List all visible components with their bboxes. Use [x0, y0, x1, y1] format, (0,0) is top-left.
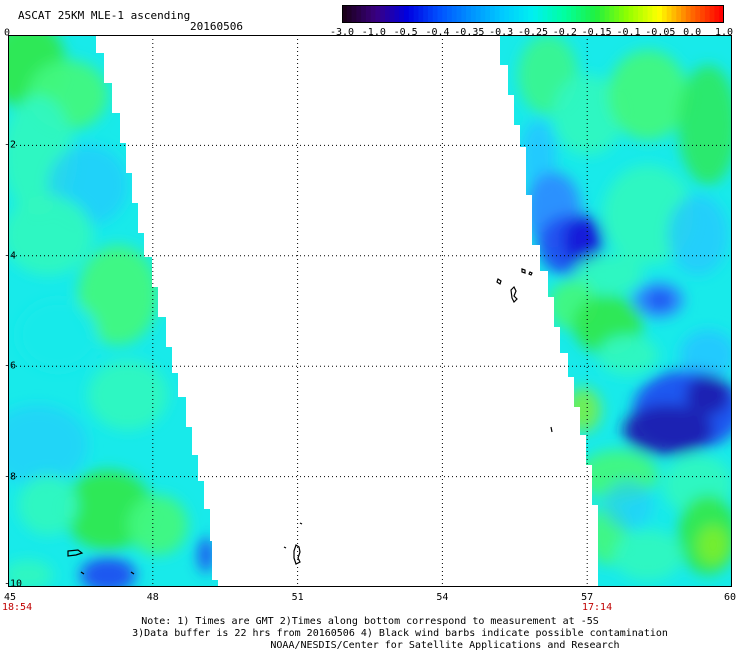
colorbar-label: -1.0: [361, 27, 386, 38]
plot-frame: [8, 35, 732, 587]
x-tick-label: 54: [436, 592, 449, 603]
x-tick-label: 45: [3, 592, 17, 603]
gridlines: [8, 35, 732, 587]
colorbar-label: -0.3: [489, 27, 514, 38]
colorbar-label: -0.05: [645, 27, 676, 38]
y-tick-label: -4: [4, 250, 17, 262]
y-tick-label: -6: [4, 360, 17, 372]
note-line-2: 3)Data buffer is 22 hrs from 20160506 4)…: [132, 628, 668, 639]
colorbar-label: -0.15: [581, 27, 612, 38]
x-tick-label: 60: [723, 592, 737, 603]
x-tick-label: 51: [291, 592, 304, 603]
note-line-3: NOAA/NESDIS/Center for Satellite Applica…: [270, 640, 620, 651]
y-tick-label: -10: [4, 578, 23, 590]
colorbar-label: -0.2: [552, 27, 577, 38]
x-tick-label: 57: [581, 592, 594, 603]
x-tick-label: 48: [146, 592, 159, 603]
map-title: ASCAT 25KM MLE-1 ascending: [18, 9, 191, 22]
swath-map: [8, 35, 732, 587]
colorbar-label: -0.4: [425, 27, 450, 38]
y-tick-label: 0: [4, 27, 11, 39]
map-date: 20160506: [190, 20, 243, 33]
colorbar: [342, 5, 724, 23]
colorbar-label: 1.0: [714, 27, 734, 38]
time-right: 17:14: [582, 602, 613, 613]
colorbar-label: -0.5: [393, 27, 418, 38]
time-left: 18:54: [2, 602, 33, 613]
note-line-1: Note: 1) Times are GMT 2)Times along bot…: [141, 616, 599, 627]
colorbar-label: -0.35: [454, 27, 485, 38]
coastlines: [67, 268, 553, 575]
colorbar-label: -0.1: [616, 27, 641, 38]
colorbar-label: -3.0: [329, 27, 355, 38]
y-tick-label: -2: [4, 139, 17, 151]
colorbar-label: 0.0: [683, 27, 702, 38]
y-tick-label: -8: [4, 471, 17, 483]
colorbar-label: -0.25: [517, 27, 549, 38]
